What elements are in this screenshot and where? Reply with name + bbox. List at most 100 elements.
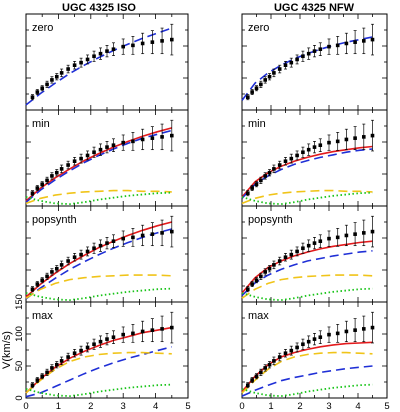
data-point: [259, 176, 263, 184]
data-point: [54, 73, 59, 81]
data-point: [344, 224, 349, 247]
data-marker: [306, 339, 311, 344]
data-marker: [312, 337, 317, 341]
model-curve-dashed-2: [241, 351, 373, 394]
data-point: [79, 345, 83, 356]
data-point: [267, 265, 272, 273]
data-point: [353, 126, 357, 151]
data-marker: [92, 54, 96, 59]
data-point: [98, 239, 103, 252]
data-marker: [54, 266, 59, 271]
data-marker: [92, 342, 96, 347]
data-marker: [85, 249, 90, 254]
data-marker: [111, 47, 116, 51]
data-marker: [140, 137, 145, 142]
model-curve-dashed-1: [25, 228, 173, 300]
data-point: [295, 246, 299, 257]
data-point: [370, 23, 375, 56]
data-marker: [45, 370, 49, 375]
data-point: [92, 50, 96, 62]
data-marker: [263, 366, 267, 370]
data-point: [301, 50, 305, 62]
data-marker: [272, 263, 276, 267]
x-tick-label: 0: [23, 401, 28, 412]
data-marker: [295, 153, 299, 158]
data-marker: [59, 71, 64, 75]
model-curve-dotted-3: [25, 383, 172, 398]
data-point: [259, 272, 263, 280]
data-marker: [50, 366, 54, 370]
data-marker: [267, 74, 272, 79]
data-point: [344, 32, 349, 55]
data-marker: [353, 40, 357, 44]
data-point: [295, 150, 299, 161]
data-marker: [30, 191, 35, 195]
data-marker: [289, 156, 294, 161]
data-point: [272, 260, 276, 270]
data-marker: [160, 231, 164, 235]
data-marker: [259, 274, 263, 279]
data-point: [92, 146, 96, 158]
data-marker: [150, 232, 155, 236]
data-marker: [301, 150, 305, 155]
model-curve-dashed-2: [25, 189, 172, 205]
data-marker: [131, 43, 135, 48]
x-tick-label: 3: [326, 401, 331, 412]
data-point: [30, 190, 35, 197]
data-marker: [289, 252, 294, 257]
data-point: [272, 164, 276, 174]
data-point: [272, 68, 276, 78]
data-point: [277, 64, 282, 74]
panel-zero: zero: [25, 13, 189, 111]
data-marker: [267, 362, 272, 367]
panel-label: popsynth: [248, 214, 293, 226]
data-marker: [246, 191, 250, 195]
data-point: [301, 242, 305, 254]
data-point: [121, 134, 125, 151]
data-marker: [111, 239, 116, 243]
data-point: [318, 234, 323, 248]
data-marker: [318, 239, 323, 243]
data-marker: [170, 229, 174, 234]
model-curve-solid-0: [25, 326, 172, 394]
data-point: [59, 164, 64, 174]
data-marker: [259, 82, 263, 87]
data-marker: [353, 232, 357, 236]
data-point: [362, 315, 366, 343]
data-marker: [301, 246, 305, 251]
data-point: [344, 128, 349, 151]
data-marker: [301, 342, 305, 347]
data-marker: [150, 328, 155, 332]
data-marker: [327, 332, 331, 337]
data-point: [283, 349, 288, 358]
data-point: [111, 330, 116, 344]
data-point: [283, 253, 288, 262]
x-tick-label: 2: [88, 401, 93, 412]
data-marker: [45, 178, 49, 183]
data-point: [327, 230, 331, 247]
panel-zero: zero: [241, 13, 388, 111]
data-marker: [30, 287, 35, 291]
data-marker: [160, 39, 164, 43]
data-point: [327, 38, 331, 55]
data-marker: [254, 278, 259, 283]
data-point: [45, 368, 49, 376]
data-point: [40, 181, 44, 188]
data-marker: [250, 90, 254, 94]
data-point: [92, 338, 96, 350]
x-tick-label: 2: [297, 401, 302, 412]
data-marker: [59, 359, 64, 363]
data-point: [246, 190, 250, 197]
data-point: [295, 54, 299, 65]
data-marker: [131, 235, 135, 240]
data-point: [45, 80, 49, 88]
data-point: [370, 215, 375, 248]
data-point: [259, 80, 263, 88]
data-marker: [30, 383, 35, 387]
data-point: [301, 338, 305, 350]
data-marker: [263, 78, 267, 82]
data-point: [40, 373, 44, 380]
data-point: [121, 326, 125, 343]
data-point: [72, 157, 77, 166]
